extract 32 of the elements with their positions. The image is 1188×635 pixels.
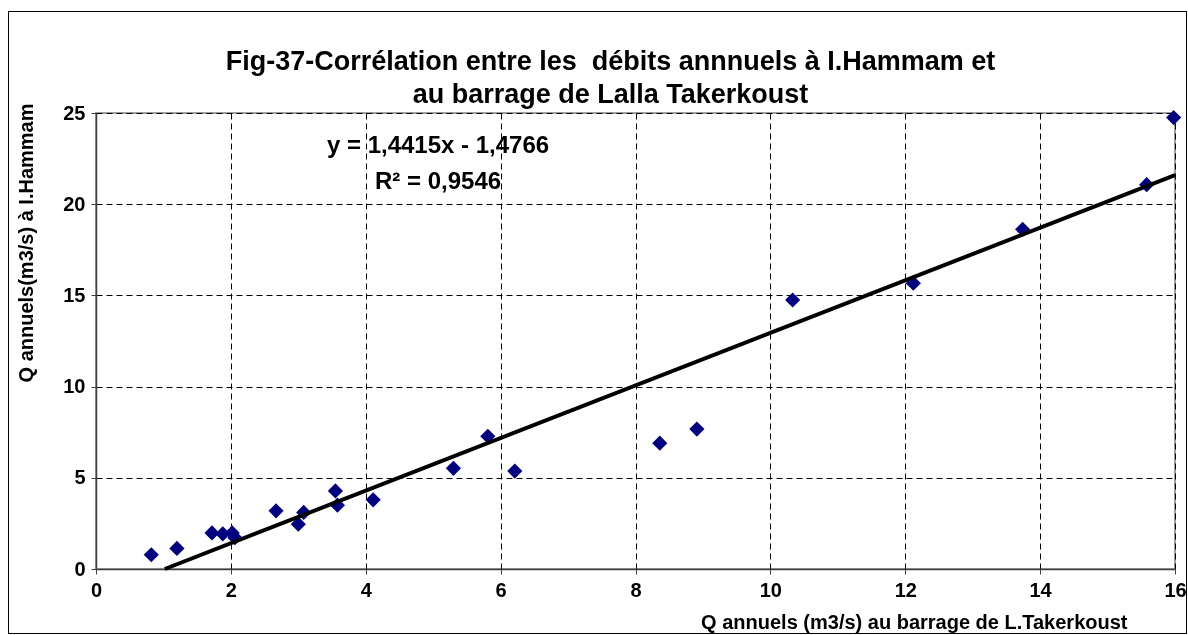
x-tick-label: 4: [360, 578, 373, 601]
y-tick-label: 10: [63, 375, 86, 398]
point: [652, 435, 668, 451]
point: [689, 421, 705, 437]
point: [480, 428, 496, 444]
point: [1166, 109, 1182, 126]
point: [785, 292, 801, 308]
point: [365, 492, 381, 508]
y-tick-label: 20: [63, 192, 86, 215]
x-tick-label: 14: [1029, 578, 1053, 601]
y-axis-title: Q annuels(m3/s) à I.Hammam: [14, 103, 37, 383]
annotation: R² = 0,9546: [375, 167, 502, 194]
y-tick-label: 0: [74, 557, 86, 580]
x-tick-label: 16: [1164, 578, 1187, 601]
x-tick-label: 8: [630, 578, 642, 601]
point: [445, 460, 461, 476]
y-tick-label: 15: [63, 283, 86, 306]
x-tick-label: 10: [759, 578, 782, 601]
chart-title: Fig-37-Corrélation entre les débits annnuels à I.Hammam et au barrage de Lalla Takerkoust: [225, 46, 996, 109]
annotation: y = 1,4415x - 1,4766: [326, 131, 550, 158]
point: [507, 463, 523, 479]
x-tick-label: 2: [225, 578, 237, 601]
y-tick-label: 5: [74, 466, 86, 489]
point: [143, 547, 159, 563]
point: [268, 503, 284, 519]
x-axis-title: Q annuels (m3/s) au barrage de L.Takerkoust: [701, 610, 1128, 633]
y-tick-label: 25: [63, 101, 86, 124]
x-tick-label: 0: [90, 578, 103, 601]
x-tick-label: 6: [495, 578, 507, 601]
point: [327, 483, 343, 499]
x-tick-label: 12: [894, 578, 917, 601]
point: [169, 540, 185, 556]
